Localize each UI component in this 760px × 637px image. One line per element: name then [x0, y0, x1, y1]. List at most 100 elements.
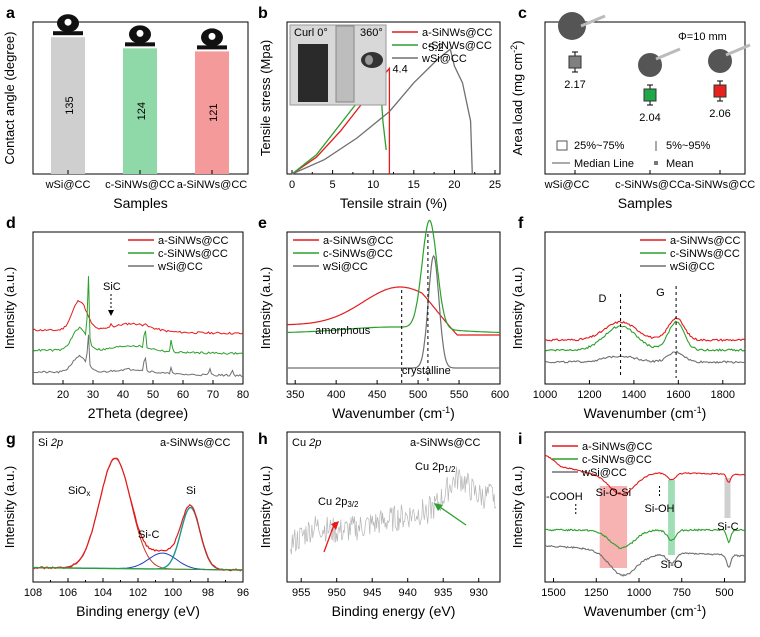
panel-e-series-line — [287, 254, 500, 369]
panel-c-tweezer — [655, 47, 681, 61]
panel-a-ylabel: Contact angle (degree) — [2, 32, 17, 165]
panel-h-xtick-label: 945 — [363, 587, 381, 599]
panel-h-annotation: Cu 2p3/2 — [318, 496, 359, 509]
panel-g-component-label: SiOx — [68, 485, 90, 498]
panel-g-ylabel: Intensity (a.u.) — [2, 466, 17, 548]
panel-g-background — [32, 567, 244, 571]
panel-c-tweezer — [725, 43, 751, 57]
panel-c-frame — [544, 21, 746, 175]
panel-f-series-line — [544, 316, 746, 342]
panel-a-bar-value: 121 — [208, 104, 220, 122]
panel-b-xtick-label: 0 — [289, 179, 295, 191]
panel-g-xtick-label: 98 — [202, 587, 214, 599]
panel-f-xtick-label: 1600 — [666, 389, 690, 401]
panel-b-inset-ruler — [335, 25, 355, 103]
panel-i-legend-label: wSi@CC — [581, 467, 627, 479]
panel-e-legend-label: wSi@CC — [322, 261, 368, 273]
panel-g-xlabel: Binding energy (eV) — [76, 603, 200, 619]
panel-d-arrowhead — [108, 310, 114, 316]
panel-g-component-siox — [33, 458, 243, 571]
panel-c-legend-box — [556, 140, 568, 151]
panel-f-legend-label: wSi@CC — [669, 261, 715, 273]
panel-i-band — [668, 480, 675, 555]
panel-i-legend-label: c-SiNWs@CC — [582, 454, 652, 466]
panel-f-series-line — [544, 320, 746, 352]
panel-e-ylabel: Intensity (a.u.) — [258, 267, 273, 349]
panel-d-series-line — [32, 276, 244, 355]
panel-e-xtick-label: 450 — [368, 389, 386, 401]
panel-g-xtick-label: 96 — [237, 587, 249, 599]
panel-d-frame — [32, 231, 244, 385]
panel-c-legend-label: 25%~75% — [574, 140, 625, 152]
panel-c-legend-mean — [654, 161, 658, 165]
panel-b-annotation: 5.2 — [428, 42, 443, 54]
panel-e-xtick-label: 350 — [286, 389, 304, 401]
panel-g-component-label: Si-C — [138, 529, 159, 541]
panel-h-arrow — [323, 521, 336, 553]
panel-a-category-label: c-SiNWs@CC — [105, 179, 175, 191]
panel-h-label: Cu 2p — [292, 437, 321, 449]
panel-f-series-line — [544, 350, 746, 364]
panel-e-xtick-label: 400 — [327, 389, 345, 401]
panel-h-xtick-label: 955 — [292, 587, 310, 599]
panel-g-xtick-label: 106 — [59, 587, 77, 599]
panel-h-xtick-label: 950 — [328, 587, 346, 599]
panel-i-series-line — [544, 454, 746, 496]
panel-f-tag: f — [518, 215, 524, 232]
panel-a-category-label: wSi@CC — [45, 179, 91, 191]
panel-b-inset-sample — [298, 44, 328, 102]
panel-h-frame — [286, 431, 501, 583]
panel-i-ylabel: Intensity (a.u.) — [510, 466, 525, 548]
panel-i-xtick-label: 1250 — [584, 587, 608, 599]
panel-b-xtick-label: 5 — [330, 179, 336, 191]
panel-i-band — [724, 478, 731, 518]
panel-b-legend-label: wSi@CC — [421, 53, 467, 65]
panel-f-annotation: G — [656, 287, 665, 299]
panel-d-xtick-label: 20 — [57, 389, 69, 401]
panel-a-droplet-highlight — [136, 29, 144, 37]
panel-g-frame — [32, 431, 244, 583]
panel-a-category-label: a-SiNWs@CC — [177, 179, 247, 191]
panel-h-arrowhead — [331, 521, 339, 530]
panel-e-series-line — [287, 219, 500, 333]
panel-d-xtick-label: 40 — [117, 389, 129, 401]
panel-d-legend-label: a-SiNWs@CC — [158, 235, 228, 247]
panel-i-xtick-label: 1500 — [541, 587, 565, 599]
panel-h-spectrum-line — [290, 466, 497, 555]
panel-a-bar-value: 135 — [64, 96, 76, 114]
panel-f-frame — [544, 231, 746, 385]
panel-a-bar-value: 124 — [136, 102, 148, 120]
panel-h-tag: h — [258, 431, 268, 448]
panel-a-substrate-icon — [125, 42, 155, 47]
panel-i-annotation: Si-O — [660, 559, 682, 571]
panel-g-component-label: Si — [186, 485, 196, 497]
panel-h-arrowhead — [434, 503, 443, 511]
panel-i-tag: i — [518, 431, 522, 448]
panel-i-annotation: Si-C — [717, 521, 738, 533]
panel-i-legend-label: a-SiNWs@CC — [582, 441, 652, 453]
panel-b-series-line — [291, 48, 473, 175]
panel-c-category-label: wSi@CC — [544, 179, 590, 191]
panel-h-xtick-label: 940 — [399, 587, 417, 599]
panel-f-ylabel: Intensity (a.u.) — [510, 267, 525, 349]
panel-d-ylabel: Intensity (a.u.) — [2, 267, 17, 349]
panel-i-frame — [544, 431, 746, 583]
panel-d-xlabel: 2Theta (degree) — [88, 405, 188, 421]
panel-e-xtick-label: 600 — [491, 389, 509, 401]
panel-b-xtick-label: 20 — [448, 179, 460, 191]
panel-c-box — [643, 88, 657, 102]
panel-d-xtick-label: 70 — [207, 389, 219, 401]
panel-a-droplet-highlight — [208, 32, 216, 40]
panel-d-legend-label: wSi@CC — [157, 261, 203, 273]
panel-e-annotation: amorphous — [315, 325, 371, 337]
panel-c-tweezer — [580, 14, 606, 28]
panel-b-ylabel: Tensile stress (Mpa) — [258, 40, 273, 156]
panel-i-annotation: Si-O-Si — [596, 487, 631, 499]
panel-b-annotation: 4.4 — [392, 63, 407, 75]
panel-c-tag: c — [518, 5, 527, 22]
panel-b-inset-label: 360° — [360, 27, 383, 39]
panel-e-frame — [286, 231, 501, 385]
panel-c-electrode-disc — [558, 12, 586, 40]
panel-e-legend-label: c-SiNWs@CC — [323, 248, 393, 260]
